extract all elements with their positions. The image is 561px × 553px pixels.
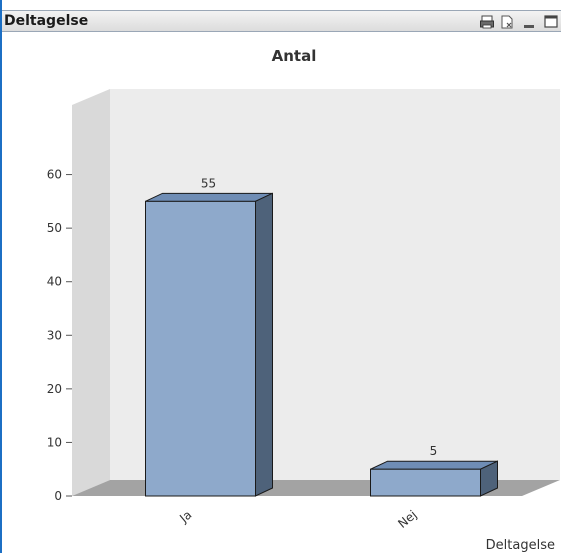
bar — [370, 460, 498, 497]
y-tick-label: 20 — [47, 382, 62, 396]
data-label: 5 — [430, 444, 438, 458]
bar-front — [370, 468, 481, 497]
x-tick-label: Nej — [395, 508, 419, 531]
bar-side — [255, 192, 273, 497]
x-axis-title: Deltagelse — [486, 538, 555, 553]
minimize-icon[interactable] — [521, 14, 537, 30]
bars: 555 — [145, 176, 498, 497]
window-title: Deltagelse — [4, 13, 89, 29]
maximize-icon[interactable] — [543, 14, 559, 30]
y-tick-label: 50 — [47, 221, 62, 235]
chart-title: Antal — [272, 47, 317, 65]
y-tick-label: 0 — [54, 489, 62, 503]
x-axis: Ja Nej — [176, 508, 419, 531]
window-caption-bar[interactable]: Deltagelse — [2, 10, 561, 32]
print-icon[interactable] — [479, 14, 495, 30]
bar-front — [145, 200, 256, 497]
y-tick-label: 60 — [47, 168, 62, 182]
bar — [145, 192, 273, 497]
side-wall — [72, 89, 110, 496]
y-tick-label: 10 — [47, 435, 62, 449]
y-axis: 0 10 20 30 40 50 60 — [47, 168, 72, 503]
y-tick-label: 30 — [47, 328, 62, 342]
bar-top — [145, 192, 273, 202]
bar-top — [370, 460, 498, 470]
y-tick-label: 40 — [47, 275, 62, 289]
x-tick-label: Ja — [176, 508, 194, 526]
data-label: 55 — [201, 176, 216, 190]
clear-selection-icon[interactable] — [499, 14, 515, 30]
